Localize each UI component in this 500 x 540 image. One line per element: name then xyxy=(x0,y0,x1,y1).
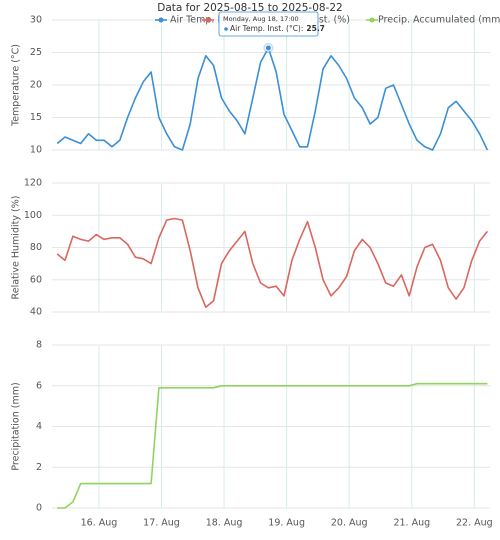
x-tick-label: 17. Aug xyxy=(143,518,180,529)
x-tick-label: 18. Aug xyxy=(206,518,243,529)
y-tick-label: 40 xyxy=(30,307,42,318)
y-tick-label: 60 xyxy=(30,274,42,285)
y-tick-label: 10 xyxy=(30,145,42,156)
tooltip-value: 25.7 xyxy=(306,24,325,33)
y-tick-label: 25 xyxy=(30,47,42,58)
x-tick-label: 22. Aug xyxy=(456,518,493,529)
y-tick-label: 8 xyxy=(36,340,42,351)
y-tick-label: 30 xyxy=(30,15,42,26)
y-tick-label: 120 xyxy=(24,178,42,189)
y-tick-label: 80 xyxy=(30,242,42,253)
legend-marker xyxy=(205,17,211,23)
y-axis-label: Temperature (°C) xyxy=(11,44,22,127)
y-tick-label: 0 xyxy=(36,503,42,514)
y-tick-label: 15 xyxy=(30,112,42,123)
y-tick-label: 2 xyxy=(36,462,42,473)
grid xyxy=(52,19,490,509)
tooltip-dot xyxy=(224,27,228,31)
y-axis-label: Precipitation (mm) xyxy=(11,382,22,470)
x-tick-label: 19. Aug xyxy=(268,518,305,529)
lines xyxy=(56,47,489,509)
legend-label: Precip. Accumulated (mm) xyxy=(378,15,500,26)
tooltip-box xyxy=(218,11,319,37)
legend-label: Air Temp. Inst. (°C) xyxy=(170,15,260,26)
x-tick-label: 16. Aug xyxy=(81,518,118,529)
hover-point xyxy=(264,44,272,52)
legend-marker xyxy=(158,17,164,23)
tooltip-label: Air Temp. Inst. (°C): 25.7 xyxy=(230,24,325,33)
tooltip-date: Monday, Aug 18, 17:00 xyxy=(223,15,299,23)
y-tick-label: 4 xyxy=(36,421,42,432)
tooltip-series: Air Temp. Inst. (°C): xyxy=(230,24,303,33)
x-tick-label: 21. Aug xyxy=(393,518,430,529)
chart-title: Data for 2025-08-15 to 2025-08-22 xyxy=(157,2,342,14)
legend-marker xyxy=(369,17,375,23)
y-tick-label: 6 xyxy=(36,380,42,391)
y-tick-label: 100 xyxy=(24,210,42,221)
y-tick-label: 20 xyxy=(30,80,42,91)
data-line xyxy=(57,382,488,509)
data-line xyxy=(56,47,489,151)
x-tick-label: 20. Aug xyxy=(331,518,368,529)
data-line xyxy=(56,217,489,308)
y-axis-label: Relative Humidity (%) xyxy=(11,196,22,300)
